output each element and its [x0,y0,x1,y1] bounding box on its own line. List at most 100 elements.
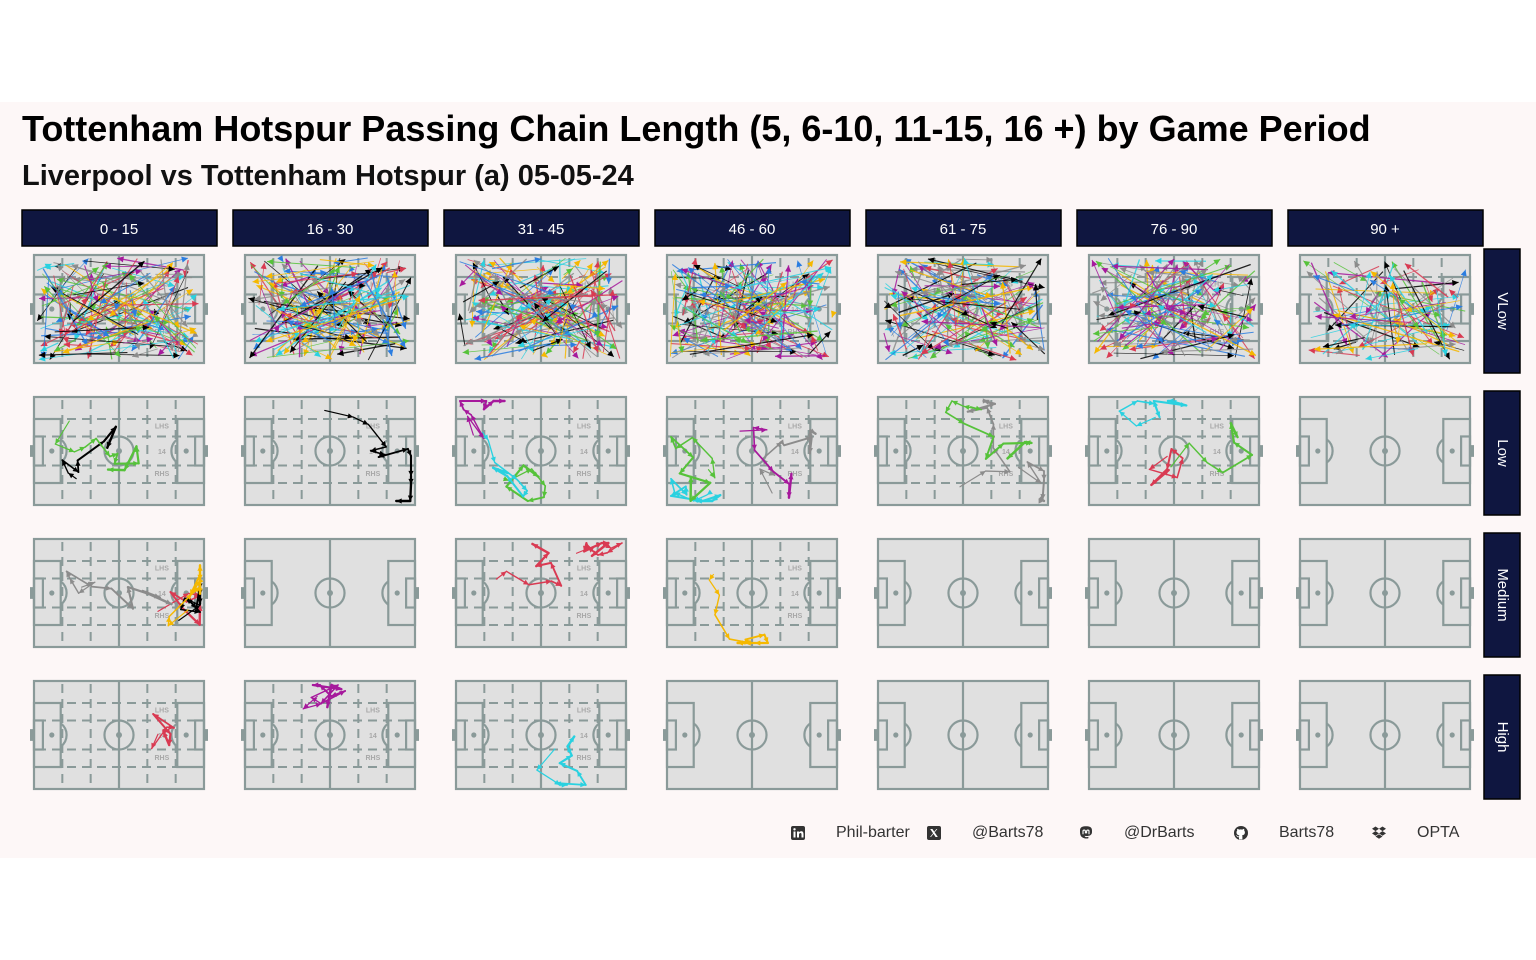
zone-label: LHS [577,566,591,573]
column-label: 61 - 75 [940,221,987,238]
passing-chains-dense [669,258,837,361]
pitch-cell [663,679,841,791]
pitch-cell: LHS 14 RHS [241,395,419,507]
row-label: Low [1494,439,1511,467]
passing-chain [670,435,716,503]
row-label: High [1494,722,1511,753]
row-label: Medium [1494,568,1511,621]
column-label: 90 + [1370,221,1400,238]
zone-label: RHS [1421,329,1436,336]
zone-label: 14 [369,307,377,314]
passing-chain [1170,422,1254,474]
passing-chain [61,425,118,480]
passing-chain [959,398,1011,488]
zone-label: RHS [366,755,381,762]
pitch-cell: LHS 14 RHS [663,395,841,507]
pitch-cell: LHS 14 RHS [241,679,419,791]
zone-label: RHS [155,613,170,620]
pitch-cell [874,679,1052,791]
passing-chain [166,564,204,627]
row-strip: High [1483,674,1521,800]
footer-source: OPTA [1417,824,1460,841]
zone-label: RHS [788,613,803,620]
zone-label: RHS [577,471,592,478]
zone-label: LHS [155,424,169,431]
row-label: VLow [1494,292,1511,330]
zone-label: LHS [788,424,802,431]
zone-label: 14 [369,449,377,456]
zone-label: LHS [155,566,169,573]
zone-label: LHS [577,282,591,289]
zone-label: 14 [158,449,166,456]
passing-chains-dense [883,256,1046,361]
pitch-cell [1296,395,1474,507]
passing-chain [65,570,173,610]
row-strip: Low [1483,390,1521,516]
column-strip: 16 - 30 [232,209,429,247]
pitch-cell [874,537,1052,649]
chart-subtitle: Liverpool vs Tottenham Hotspur (a) 05-05… [22,160,634,192]
zone-label: LHS [366,424,380,431]
passing-chain [944,400,1033,460]
column-label: 46 - 60 [729,221,776,238]
zone-label: RHS [577,613,592,620]
passing-chain [54,420,140,473]
passing-chains-dense [1091,257,1257,360]
zone-label: LHS [788,566,802,573]
zone-label: 14 [580,307,588,314]
passing-chain [459,398,506,440]
passing-chain [1118,398,1188,427]
zone-label: LHS [577,708,591,715]
column-label: 76 - 90 [1151,221,1198,238]
zone-label: RHS [999,471,1014,478]
chart-title: Tottenham Hotspur Passing Chain Length (… [22,108,1371,149]
zone-label: 14 [580,733,588,740]
row-strip: VLow [1483,248,1521,374]
pitch-cell [1296,679,1474,791]
zone-label: RHS [788,471,803,478]
zone-label: 14 [791,591,799,598]
passing-chain [1148,447,1184,487]
x-twitter-icon [927,826,941,840]
pitch-cell [1085,537,1263,649]
zone-label: RHS [366,471,381,478]
passing-chain [669,477,722,504]
passing-chain [302,682,347,710]
pitch-cell [1085,679,1263,791]
footer-github: Barts78 [1279,824,1335,841]
passing-chains-dense [457,257,623,361]
column-label: 16 - 30 [307,221,354,238]
dropbox-icon [1372,826,1386,839]
column-strip: 31 - 45 [443,209,640,247]
linkedin-icon [791,826,805,840]
zone-label: 14 [791,449,799,456]
zone-label: 14 [158,733,166,740]
passing-chain [536,735,587,788]
row-strip: Medium [1483,532,1521,658]
column-strip: 46 - 60 [654,209,851,247]
zone-label: 14 [1002,449,1010,456]
zone-label: LHS [366,708,380,715]
passing-chains-dense [248,255,412,361]
passing-chain [150,713,175,750]
passing-chain [708,573,769,646]
zone-label: 14 [369,733,377,740]
zone-label: LHS [366,282,380,289]
footer-x: @Barts78 [972,824,1044,841]
passing-chain [575,540,623,558]
passing-chain [495,542,563,587]
zone-label: RHS [155,471,170,478]
zone-label: RHS [1210,471,1225,478]
zone-label: RHS [577,755,592,762]
mastodon-icon [1079,826,1092,839]
github-icon [1234,826,1248,840]
